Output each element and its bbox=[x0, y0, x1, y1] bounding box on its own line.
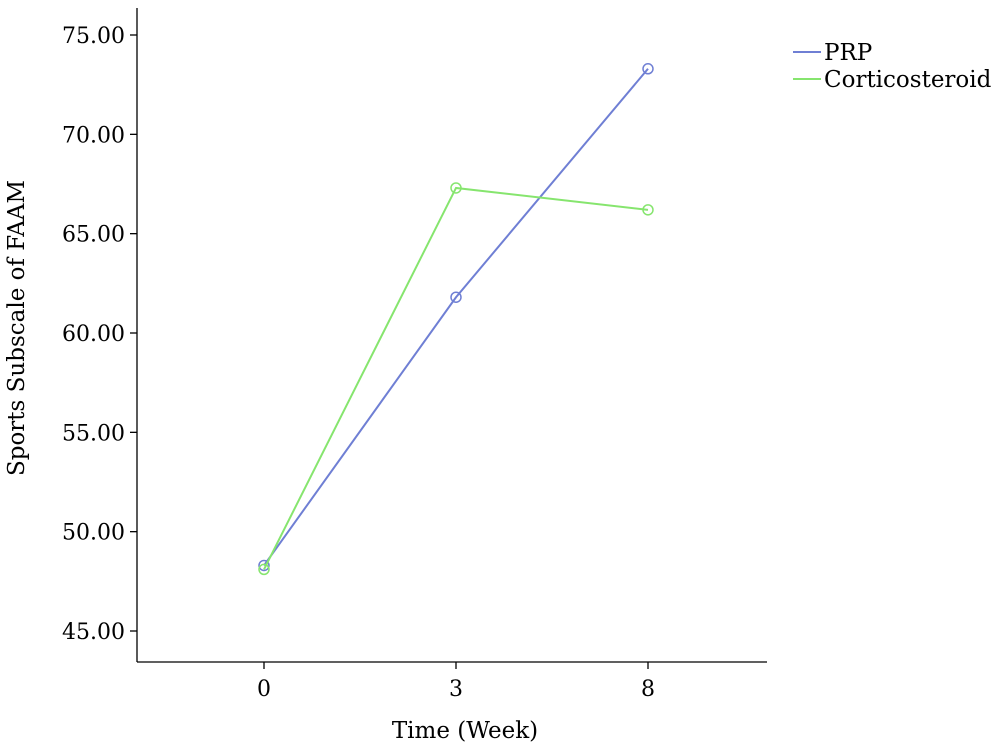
y-tick-label: 45.00 bbox=[62, 620, 125, 645]
data-point-corticosteroid bbox=[450, 182, 462, 194]
y-tick-label: 65.00 bbox=[62, 223, 125, 248]
data-point-corticosteroid bbox=[642, 204, 654, 216]
y-tick-label: 70.00 bbox=[62, 123, 125, 148]
data-point-prp bbox=[450, 291, 462, 303]
series-layer bbox=[258, 63, 654, 576]
y-axis-title: Sports Subscale of FAAM bbox=[4, 180, 30, 476]
series-line-prp bbox=[263, 68, 649, 567]
data-point-corticosteroid bbox=[258, 563, 270, 576]
legend-label-prp: PRP bbox=[824, 40, 872, 66]
x-tick-label: 3 bbox=[449, 677, 463, 702]
data-point-prp bbox=[642, 63, 654, 75]
x-tick-label: 0 bbox=[257, 677, 271, 702]
y-tick-label: 50.00 bbox=[62, 521, 125, 546]
series-line-corticosteroid bbox=[263, 186, 649, 570]
y-tick-label: 60.00 bbox=[62, 322, 125, 347]
x-axis-title: Time (Week) bbox=[392, 718, 538, 744]
data-point-prp bbox=[258, 559, 270, 572]
x-tick-label: 8 bbox=[641, 677, 655, 702]
y-tick-label: 55.00 bbox=[62, 421, 125, 446]
y-axis-ticks: 45.00 50.00 55.00 60.00 65.00 70.00 75.00 bbox=[62, 24, 137, 645]
legend-label-corticosteroid: Corticosteroid bbox=[824, 67, 992, 93]
x-axis-ticks: 0 3 8 bbox=[257, 662, 655, 702]
y-tick-label: 75.00 bbox=[62, 24, 125, 49]
